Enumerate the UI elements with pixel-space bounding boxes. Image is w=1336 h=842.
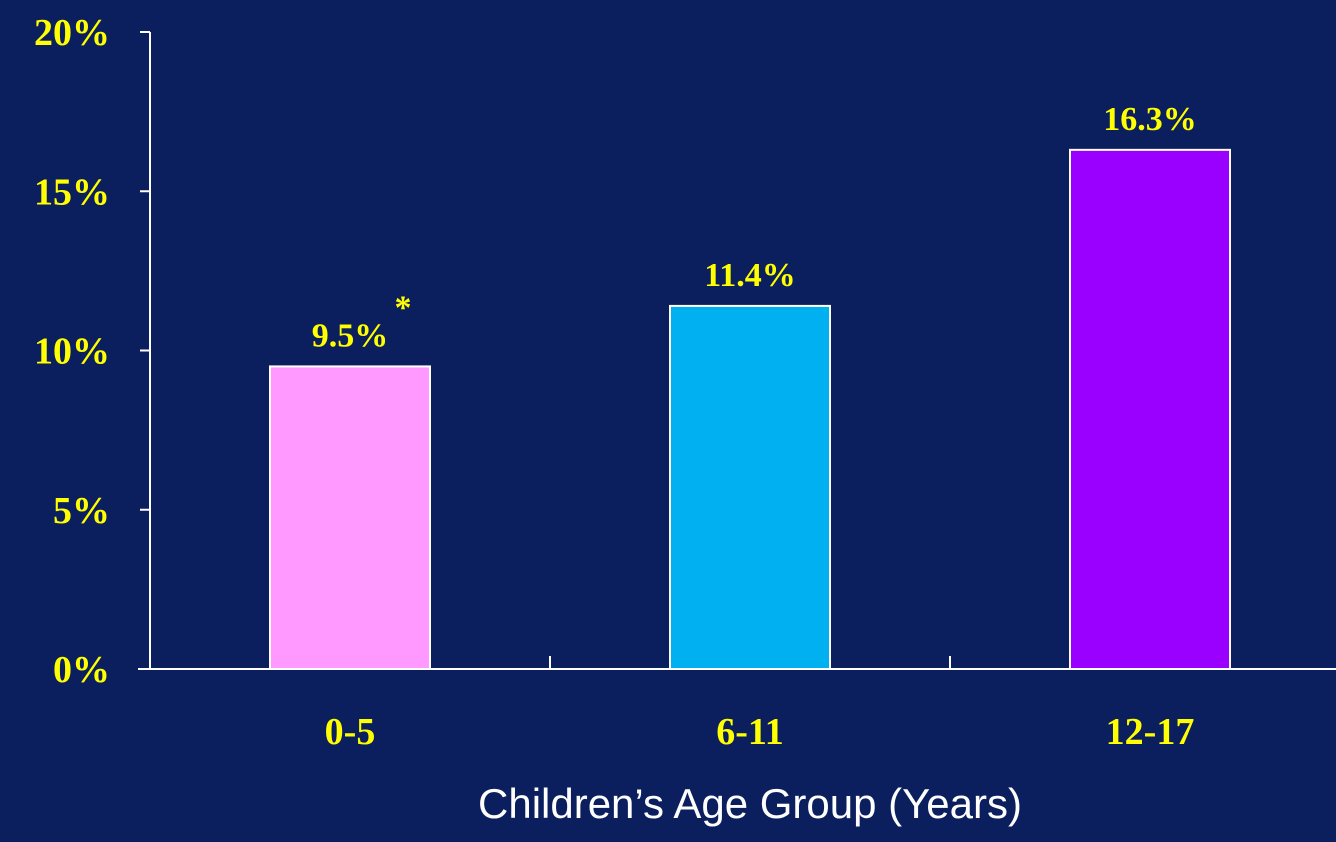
x-axis-title: Children’s Age Group (Years) [478,780,1022,827]
x-tick-label: 0-5 [325,711,376,753]
y-tick-label: 5% [53,490,110,532]
bar [269,365,431,670]
y-tick-label: 15% [34,171,110,213]
x-axis: 0-5 6-11 12-17 [138,656,1336,753]
y-axis: 0% 5% 10% 15% 20% [34,12,151,691]
data-label: 9.5% [312,317,389,354]
y-tick-label: 10% [34,331,110,373]
bar [669,304,831,670]
data-label: 16.3% [1103,101,1197,138]
significance-annotation: * [395,289,412,326]
bar [1069,148,1231,671]
bars: 9.5%* 11.4% 16.3% [269,101,1231,671]
y-tick-label: 20% [34,12,110,54]
y-tick-label: 0% [53,649,110,691]
data-label: 11.4% [704,257,796,294]
x-tick-label: 6-11 [716,711,784,753]
x-tick-label: 12-17 [1106,711,1195,753]
